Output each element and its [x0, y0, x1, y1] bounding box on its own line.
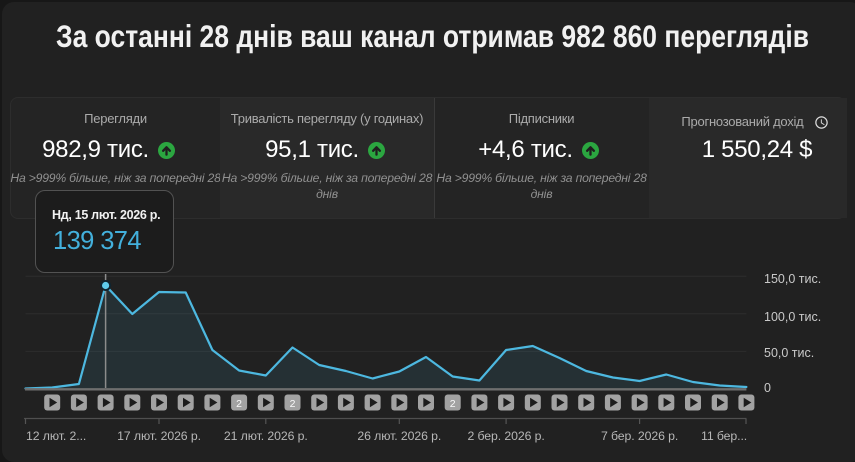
- svg-text:2: 2: [290, 398, 296, 410]
- svg-text:2: 2: [236, 398, 242, 410]
- svg-text:2: 2: [450, 398, 456, 410]
